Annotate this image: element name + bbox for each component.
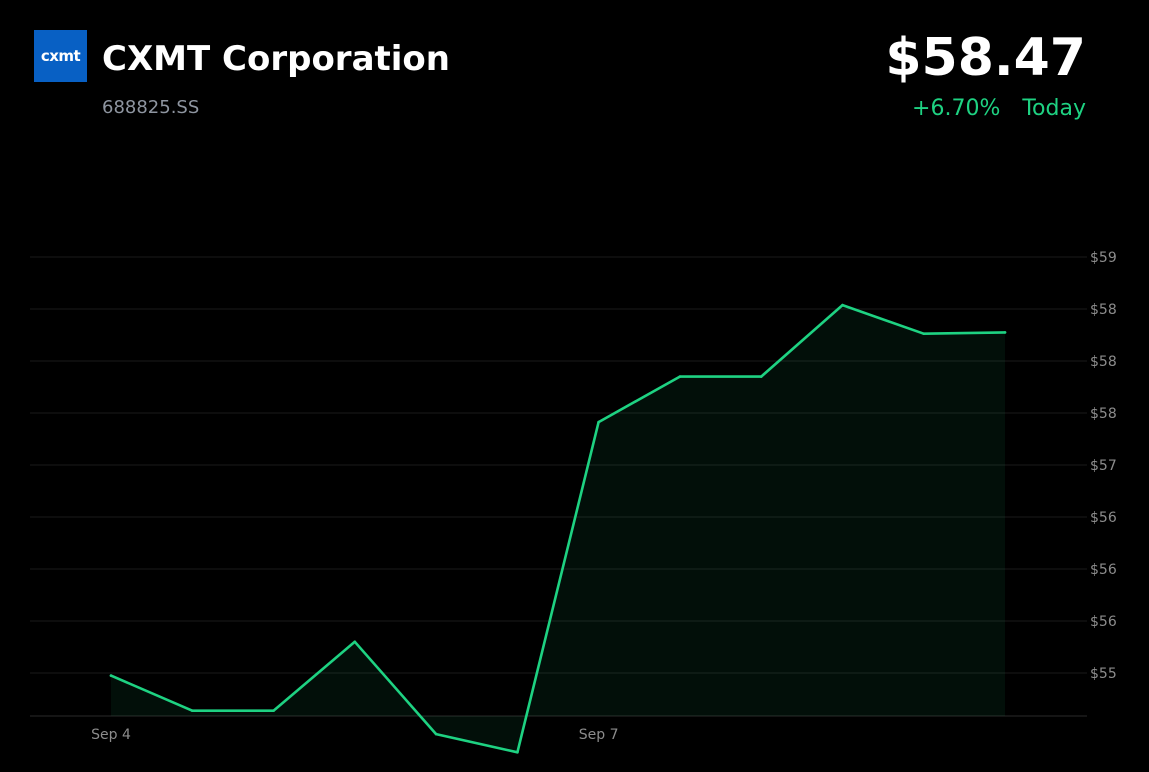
- logo-text: cxmt: [40, 47, 81, 65]
- data-point: [841, 303, 844, 307]
- data-point: [759, 375, 763, 378]
- price-line: [109, 303, 1007, 754]
- current-price: $58.47: [885, 28, 1086, 88]
- data-point: [272, 709, 275, 712]
- x-tick-label: Sep 7: [579, 727, 619, 743]
- y-tick-label: $57: [1090, 458, 1117, 474]
- y-tick-label: $56: [1090, 614, 1117, 630]
- y-tick-label: $58: [1090, 302, 1117, 318]
- y-tick-label: $56: [1090, 562, 1117, 578]
- data-point: [353, 640, 357, 644]
- change-period: Today: [1022, 96, 1086, 121]
- data-point: [678, 375, 682, 378]
- data-point: [516, 751, 519, 754]
- y-tick-label: $59: [1090, 250, 1117, 266]
- data-point: [597, 420, 600, 424]
- x-tick-label: Sep 4: [91, 727, 131, 743]
- y-tick-label: $58: [1090, 354, 1117, 370]
- change-percent: +6.70%: [912, 96, 1001, 121]
- data-point: [1003, 331, 1007, 334]
- y-tick-label: $56: [1090, 510, 1117, 526]
- y-tick-label: $55: [1090, 666, 1117, 682]
- data-point: [191, 709, 194, 712]
- y-tick-label: $58: [1090, 406, 1117, 422]
- price-area-fill: [111, 305, 1005, 753]
- price-change-row: +6.70% Today: [912, 96, 1086, 122]
- data-point: [922, 332, 925, 336]
- data-point: [109, 674, 113, 677]
- company-name: CXMT Corporation: [102, 39, 450, 79]
- company-logo: cxmt: [34, 30, 87, 82]
- data-point: [434, 732, 438, 736]
- ticker-symbol: 688825.SS: [102, 97, 200, 118]
